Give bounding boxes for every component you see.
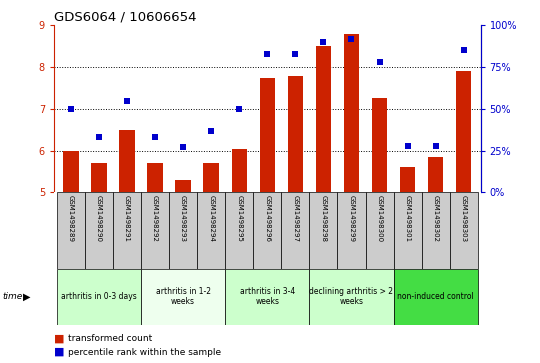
Text: GSM1498294: GSM1498294 <box>208 195 214 241</box>
Bar <box>147 163 163 192</box>
Bar <box>232 148 247 192</box>
Bar <box>428 157 443 192</box>
Bar <box>366 192 394 269</box>
Point <box>375 59 384 65</box>
Bar <box>422 192 450 269</box>
Point <box>347 36 356 42</box>
Bar <box>57 192 85 269</box>
Bar <box>456 71 471 192</box>
Text: ▶: ▶ <box>23 292 31 302</box>
Point <box>403 143 412 148</box>
Point <box>151 134 159 140</box>
Bar <box>169 192 197 269</box>
Text: non-induced control: non-induced control <box>397 292 474 301</box>
Text: GSM1498295: GSM1498295 <box>236 195 242 241</box>
Point <box>94 134 103 140</box>
Bar <box>176 180 191 192</box>
Text: GSM1498299: GSM1498299 <box>348 195 354 242</box>
Bar <box>225 192 253 269</box>
Text: ■: ■ <box>54 333 64 343</box>
Text: GSM1498303: GSM1498303 <box>461 195 467 242</box>
Bar <box>204 163 219 192</box>
Text: GSM1498292: GSM1498292 <box>152 195 158 241</box>
Point <box>66 106 75 112</box>
Point <box>123 98 131 103</box>
Text: GSM1498297: GSM1498297 <box>292 195 299 242</box>
Point <box>263 51 272 57</box>
Bar <box>450 192 478 269</box>
Text: GSM1498300: GSM1498300 <box>376 195 382 242</box>
Bar <box>394 269 478 325</box>
Bar <box>400 167 415 192</box>
Bar <box>309 192 338 269</box>
Bar <box>281 192 309 269</box>
Bar <box>57 269 141 325</box>
Bar <box>344 34 359 192</box>
Text: arthritis in 1-2
weeks: arthritis in 1-2 weeks <box>156 287 211 306</box>
Text: arthritis in 3-4
weeks: arthritis in 3-4 weeks <box>240 287 295 306</box>
Bar <box>91 163 106 192</box>
Text: GSM1498296: GSM1498296 <box>264 195 271 242</box>
Point <box>235 106 244 112</box>
Bar <box>63 151 78 192</box>
Bar <box>85 192 113 269</box>
Text: declining arthritis > 2
weeks: declining arthritis > 2 weeks <box>309 287 394 306</box>
Bar <box>253 192 281 269</box>
Text: transformed count: transformed count <box>68 334 152 343</box>
Bar <box>288 76 303 192</box>
Text: GSM1498301: GSM1498301 <box>404 195 410 242</box>
Point <box>319 39 328 45</box>
Text: arthritis in 0-3 days: arthritis in 0-3 days <box>61 292 137 301</box>
Bar <box>372 98 387 192</box>
Bar <box>113 192 141 269</box>
Text: GDS6064 / 10606654: GDS6064 / 10606654 <box>54 11 197 24</box>
Bar <box>338 192 366 269</box>
Text: GSM1498289: GSM1498289 <box>68 195 74 242</box>
Bar <box>316 46 331 192</box>
Bar <box>141 192 169 269</box>
Text: GSM1498298: GSM1498298 <box>320 195 327 242</box>
Point <box>431 143 440 148</box>
Point <box>291 51 300 57</box>
Text: GSM1498293: GSM1498293 <box>180 195 186 242</box>
Bar <box>119 130 134 192</box>
Point <box>179 144 187 150</box>
Text: GSM1498302: GSM1498302 <box>433 195 438 242</box>
Text: GSM1498290: GSM1498290 <box>96 195 102 242</box>
Bar <box>309 269 394 325</box>
Bar <box>197 192 225 269</box>
Bar <box>394 192 422 269</box>
Point <box>460 48 468 53</box>
Bar <box>260 78 275 192</box>
Text: percentile rank within the sample: percentile rank within the sample <box>68 348 221 356</box>
Bar <box>141 269 225 325</box>
Text: time: time <box>3 292 23 301</box>
Bar <box>225 269 309 325</box>
Text: GSM1498291: GSM1498291 <box>124 195 130 242</box>
Point <box>207 128 215 134</box>
Text: ■: ■ <box>54 347 64 357</box>
